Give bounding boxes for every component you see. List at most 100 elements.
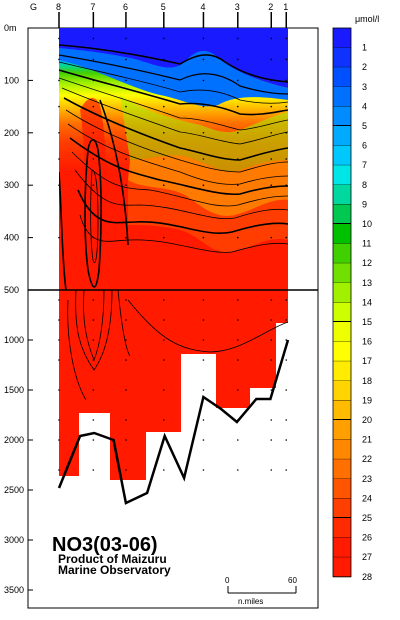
bottom-topography-line <box>57 339 290 505</box>
sample-dot <box>202 184 205 186</box>
sample-dot <box>270 299 273 301</box>
upper-contours <box>59 44 288 290</box>
distance-scale-bar: 0 60 n.miles <box>225 576 297 606</box>
sample-dot <box>163 79 165 82</box>
sample-dot <box>92 58 95 61</box>
sample-dot <box>285 58 288 61</box>
legend-label: 11 <box>362 239 371 249</box>
legend-swatch <box>333 420 351 440</box>
depth-tick-label: 500 <box>4 285 19 295</box>
legend-label: 22 <box>362 454 372 464</box>
sample-dot <box>58 389 60 391</box>
color-legend: 1234567891011121314151617181920212223242… <box>332 27 372 582</box>
legend-label: 9 <box>362 199 367 209</box>
sample-dot <box>125 389 127 391</box>
legend-label: 5 <box>362 121 367 131</box>
sample-dot <box>92 184 95 186</box>
sample-dot <box>92 37 95 40</box>
legend-swatch <box>333 47 351 68</box>
sample-dot <box>202 299 205 301</box>
sample-dot <box>236 184 239 186</box>
sample-dot <box>270 469 273 471</box>
sample-dot <box>125 439 127 441</box>
sample-dot <box>163 339 165 341</box>
chart-subtitle-1: Product of Maizuru <box>58 552 167 566</box>
sample-dot <box>58 339 60 341</box>
legend-swatch <box>333 478 351 499</box>
sample-dot <box>270 158 273 160</box>
station-prefix: G <box>30 2 37 12</box>
sample-dot <box>163 37 165 40</box>
depth-tick-label: 100 <box>4 75 19 85</box>
depth-tick-label: 300 <box>4 180 19 190</box>
sample-dot <box>270 319 273 321</box>
sample-dot <box>202 79 205 82</box>
legend-label: 28 <box>362 572 372 582</box>
sample-dot <box>270 339 273 341</box>
sample-dot <box>202 359 205 361</box>
legend-swatch <box>333 106 351 126</box>
sample-dot <box>92 439 95 441</box>
station-label: 3 <box>235 2 240 12</box>
sample-dot <box>202 158 205 160</box>
legend-swatch <box>333 184 351 205</box>
legend-label: 10 <box>362 219 372 229</box>
sample-dot <box>236 58 239 61</box>
sample-dot <box>58 319 60 321</box>
sample-dot <box>270 236 273 239</box>
station-label: 8 <box>56 2 61 12</box>
sample-dot <box>125 184 127 186</box>
sample-dot <box>236 79 239 82</box>
sample-dot <box>92 319 95 321</box>
chart-title: NO3(03-06) <box>52 534 158 556</box>
sample-dot <box>285 439 288 441</box>
legend-swatch <box>333 243 351 264</box>
sample-dot <box>202 469 205 471</box>
sample-dot <box>163 319 165 321</box>
sample-dot <box>236 105 239 108</box>
legend-swatch <box>333 165 351 185</box>
sample-dot <box>270 359 273 361</box>
sample-dot <box>92 158 95 160</box>
sample-dot <box>270 132 273 134</box>
legend-swatch <box>333 145 351 166</box>
scale-unit-label: n.miles <box>238 597 263 606</box>
legend-swatch <box>333 400 351 420</box>
sample-dot <box>163 359 165 361</box>
legend-label: 18 <box>362 376 372 386</box>
sample-dot <box>92 105 95 108</box>
sample-dot <box>125 58 127 61</box>
legend-label: 27 <box>362 552 372 562</box>
sample-dot <box>270 439 273 441</box>
depth-tick-label: 3500 <box>4 585 24 595</box>
sample-dot <box>163 132 165 134</box>
sample-dot <box>285 37 288 40</box>
sample-dot <box>202 389 205 391</box>
sample-dot <box>236 389 239 391</box>
sample-dot <box>58 299 60 301</box>
legend-swatch <box>333 537 351 558</box>
depth-tick-label: 1000 <box>4 335 24 345</box>
sample-dot <box>58 37 60 40</box>
station-label: 4 <box>200 2 205 12</box>
sample-dot <box>92 236 95 239</box>
sample-dot <box>285 236 288 239</box>
sample-dot <box>285 419 288 421</box>
scale-max-label: 60 <box>288 576 297 585</box>
sample-dot <box>58 58 60 61</box>
sample-dot <box>125 132 127 134</box>
sample-dot <box>58 158 60 160</box>
sample-dot <box>92 469 95 471</box>
sample-dot <box>92 359 95 361</box>
legend-swatch <box>333 86 351 107</box>
sample-dot <box>285 469 288 471</box>
sample-dot <box>163 105 165 108</box>
sample-dot <box>285 158 288 160</box>
legend-label: 25 <box>362 513 372 523</box>
sample-dot <box>236 132 239 134</box>
sample-dot <box>270 79 273 82</box>
sample-dot <box>125 469 127 471</box>
depth-axis-lower: 1000 1500 2000 2500 3000 3500 <box>4 335 33 595</box>
